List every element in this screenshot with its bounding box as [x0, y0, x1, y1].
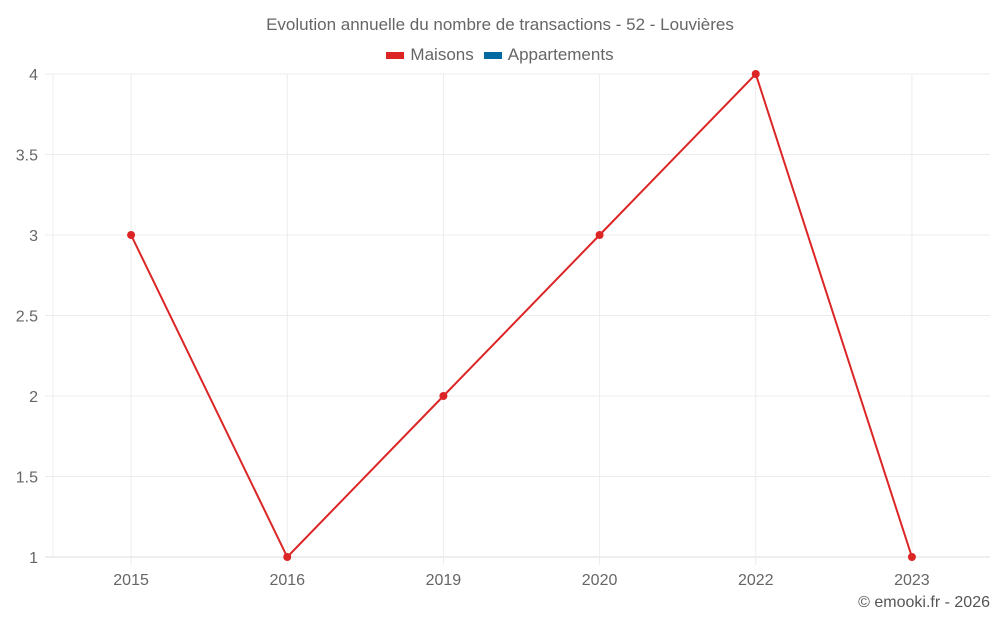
x-tick-label: 2023 [894, 572, 930, 589]
legend-swatch [483, 51, 502, 59]
chart-title: Evolution annuelle du nombre de transact… [266, 15, 734, 34]
legend-item-maisons[interactable]: Maisons [386, 45, 474, 65]
y-tick-label: 3.5 [16, 148, 38, 165]
legend-label: Maisons [410, 45, 474, 64]
legend-label: Appartements [507, 45, 614, 64]
data-point [751, 70, 760, 78]
y-tick-label: 1.5 [16, 470, 38, 487]
x-tick-label: 2022 [738, 572, 774, 589]
y-tick-label: 2 [29, 389, 38, 406]
legend: Maisons Appartements [0, 45, 1000, 65]
y-tick-label: 2.5 [16, 309, 38, 326]
legend-item-appartements[interactable]: Appartements [483, 45, 614, 65]
x-tick-label: 2020 [582, 572, 618, 589]
credit: © emooki.fr - 2026 [858, 594, 990, 611]
data-point [907, 553, 916, 561]
data-point [127, 231, 136, 239]
data-point [283, 553, 292, 561]
y-tick-label: 3 [29, 228, 38, 245]
y-tick-label: 1 [29, 550, 38, 567]
legend-swatch [386, 51, 405, 59]
x-tick-label: 2019 [426, 572, 462, 589]
data-point [439, 392, 448, 400]
data-point [595, 231, 604, 239]
series-line-maisons [130, 72, 913, 559]
x-tick-label: 2016 [269, 572, 305, 589]
x-tick-label: 2015 [113, 572, 149, 589]
y-tick-label: 4 [29, 67, 38, 84]
